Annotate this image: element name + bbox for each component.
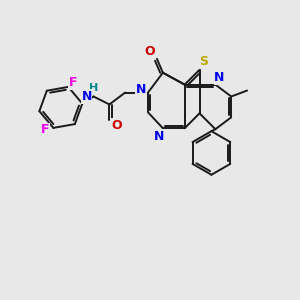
Text: F: F (69, 76, 77, 89)
Text: H: H (89, 82, 98, 93)
Text: O: O (111, 119, 122, 132)
Text: O: O (145, 45, 155, 58)
Text: N: N (136, 83, 146, 96)
Text: N: N (81, 90, 92, 103)
Text: F: F (41, 123, 50, 136)
Text: N: N (154, 130, 164, 142)
Text: N: N (214, 71, 224, 84)
Text: S: S (199, 55, 208, 68)
